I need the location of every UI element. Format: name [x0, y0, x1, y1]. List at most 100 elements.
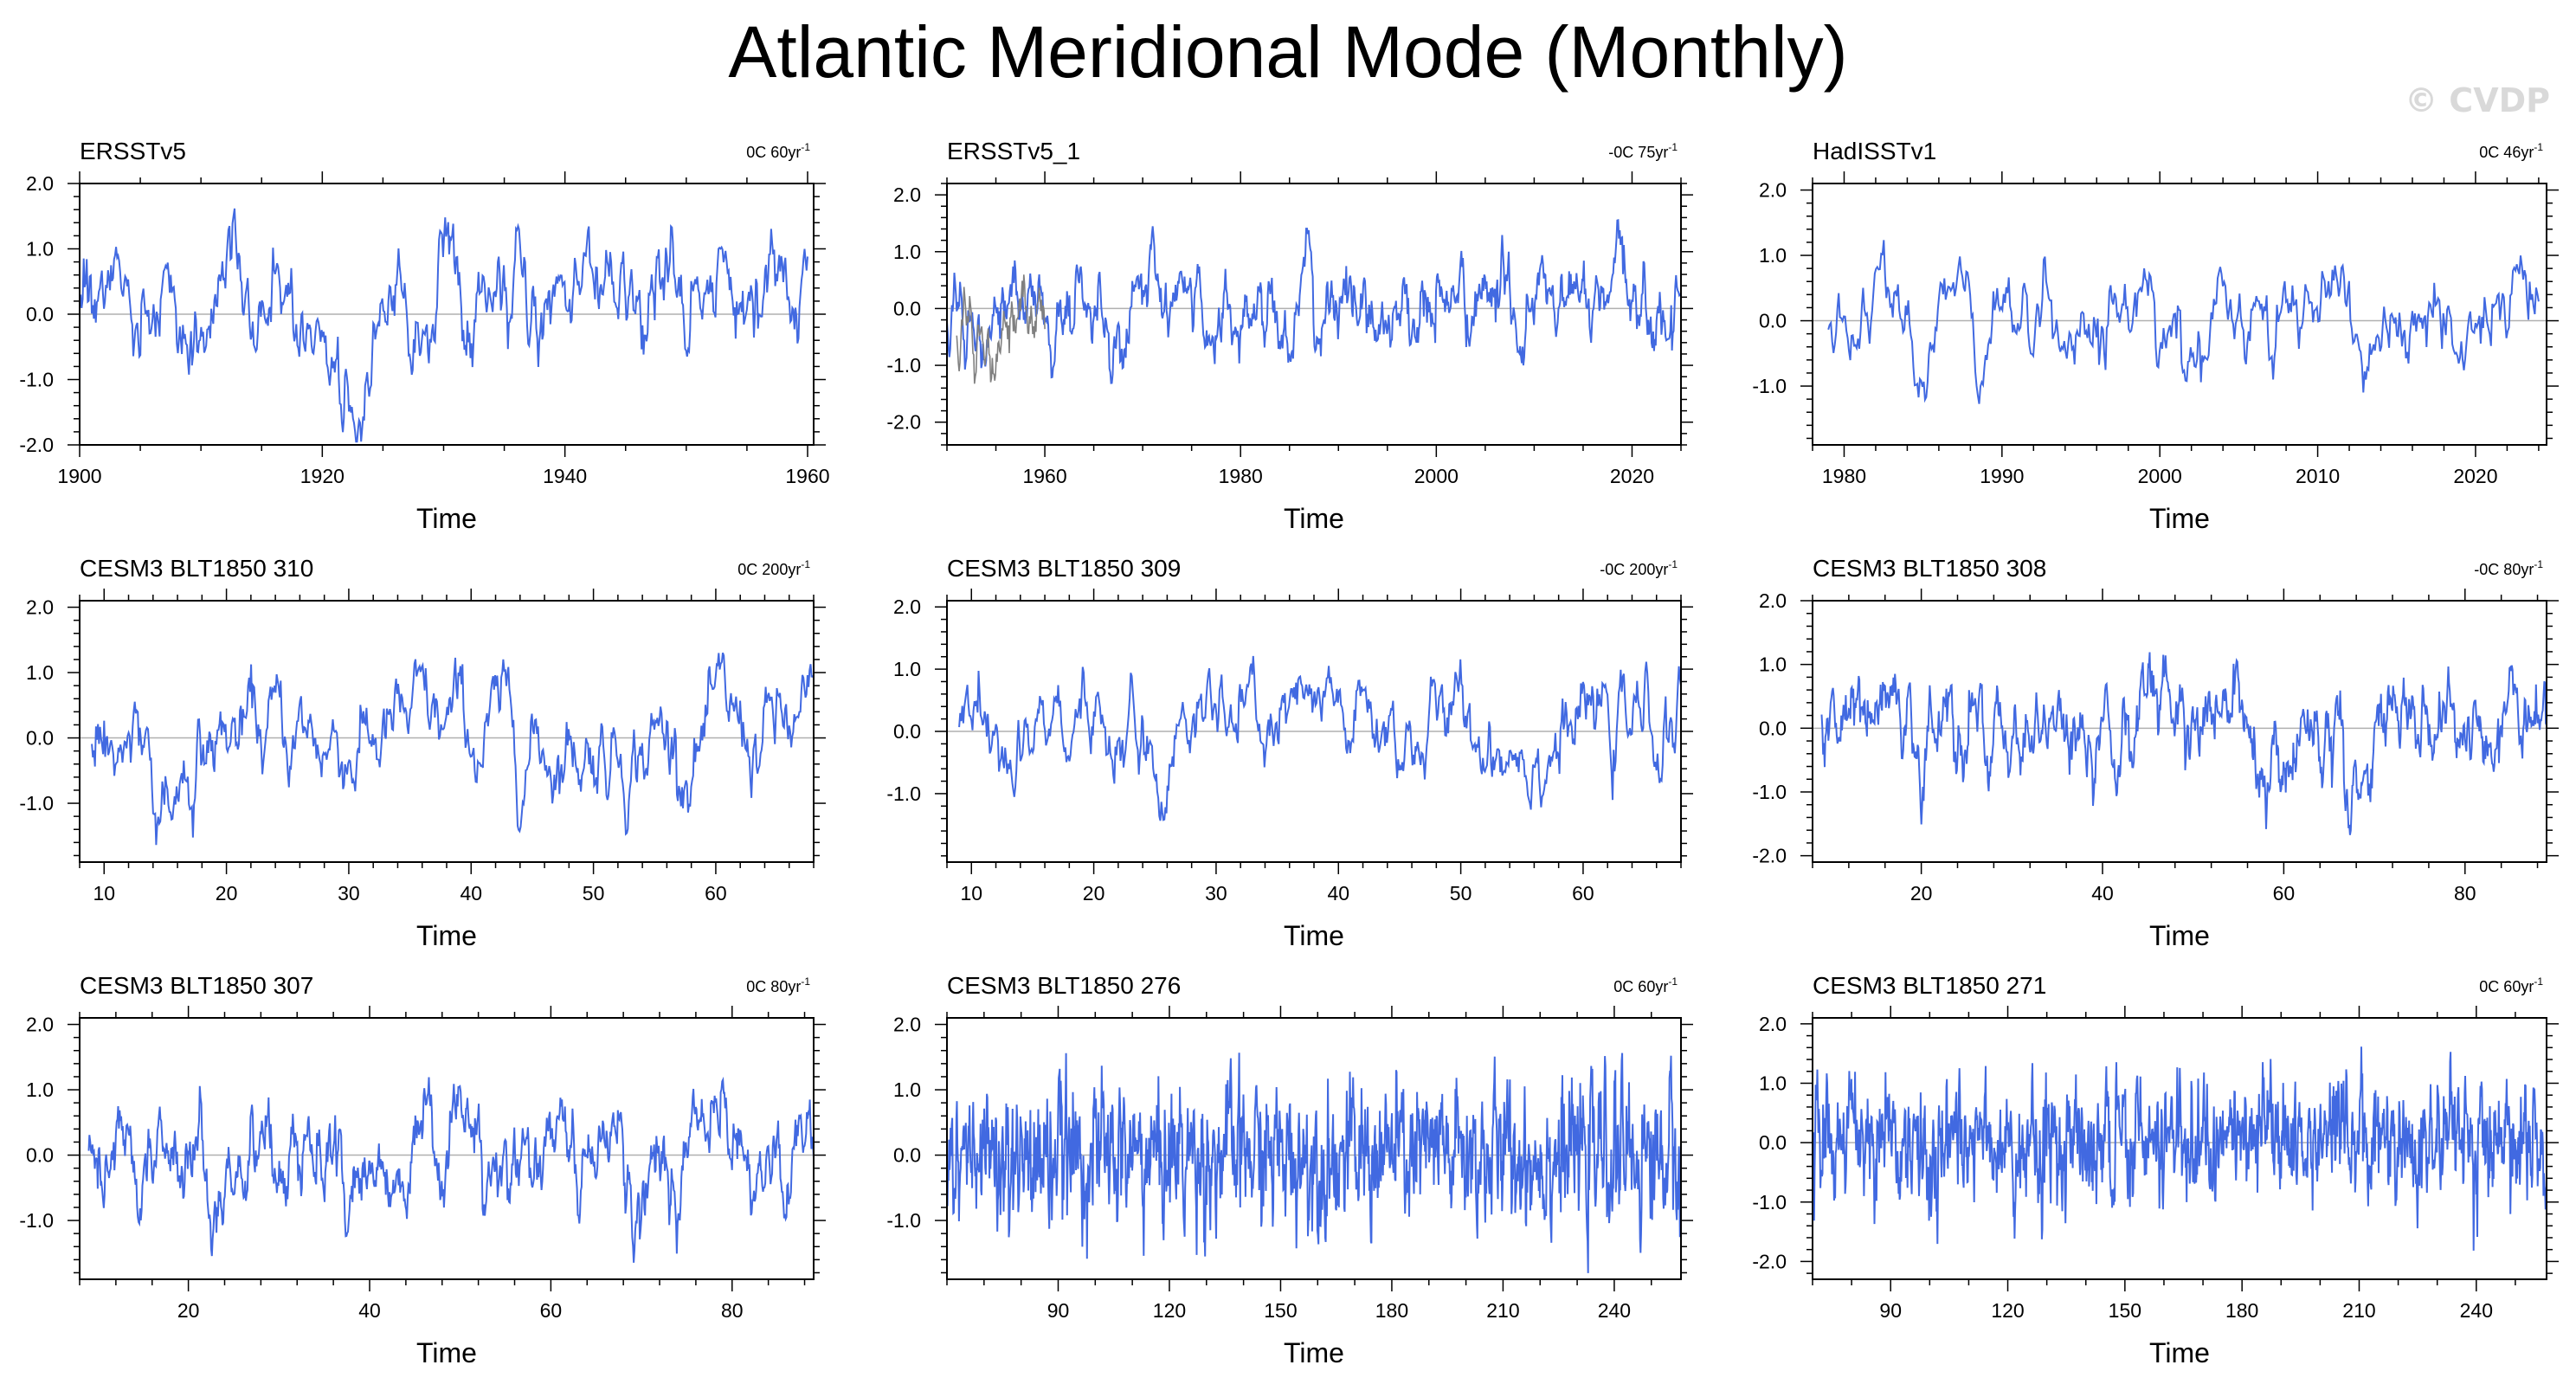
x-tick-label: 1940 — [543, 465, 587, 487]
x-tick-label: 50 — [1450, 882, 1472, 905]
x-tick-label: 120 — [1991, 1299, 2024, 1322]
y-tick-label: -1.0 — [886, 354, 921, 377]
trend-annotation: 0C 80yr-1 — [746, 975, 810, 995]
y-tick-label: 1.0 — [893, 241, 921, 263]
y-tick-label: -1.0 — [1752, 781, 1787, 803]
y-tick-label: 0.0 — [893, 297, 921, 319]
x-tick-label: 1920 — [300, 465, 345, 487]
y-tick-label: -1.0 — [886, 1209, 921, 1232]
x-tick-label: 2000 — [1414, 465, 1459, 487]
x-tick-label: 1960 — [785, 465, 829, 487]
series-line-hadisstv1 — [1827, 240, 2540, 404]
x-tick-label: 240 — [1598, 1299, 1631, 1322]
x-tick-label: 90 — [1879, 1299, 1902, 1322]
y-tick-label: 1.0 — [1759, 244, 1787, 267]
panel-title: ERSSTv5_1 — [947, 138, 1080, 164]
y-tick-label: -1.0 — [19, 792, 54, 814]
x-axis-label: Time — [1284, 1337, 1344, 1368]
y-tick-label: 2.0 — [1759, 589, 1787, 612]
panel-title: CESM3 BLT1850 307 — [80, 972, 313, 999]
panel-8: 90 120 150 180 210 240 -1.0 0.0 1.0 2.0 CESM3 BLT1… — [886, 972, 1693, 1368]
y-tick-label: 1.0 — [1759, 653, 1787, 676]
y-tick-label: 1.0 — [1759, 1072, 1787, 1095]
y-tick-label: -1.0 — [19, 1209, 54, 1232]
x-tick-label: 120 — [1153, 1299, 1186, 1322]
y-tick-label: 1.0 — [26, 238, 54, 261]
x-tick-label: 150 — [1264, 1299, 1297, 1322]
x-tick-label: 240 — [2460, 1299, 2493, 1322]
y-tick-label: 2.0 — [26, 1014, 54, 1036]
cvdp-watermark: © CVDP — [2405, 81, 2550, 119]
trend-annotation: 0C 60yr-1 — [746, 141, 810, 161]
x-tick-label: 1960 — [1022, 465, 1066, 487]
y-tick-label: 1.0 — [893, 658, 921, 680]
series-line-cesm3-blt1850-271 — [1812, 1046, 2547, 1251]
y-tick-label: -1.0 — [1752, 375, 1787, 397]
plot-frame — [946, 183, 1682, 446]
trend-annotation: -0C 80yr-1 — [2474, 558, 2543, 578]
x-tick-label: 180 — [1375, 1299, 1408, 1322]
panel-title: CESM3 BLT1850 309 — [947, 555, 1181, 582]
panel-7: 20 40 60 80 -1.0 0.0 1.0 2.0 CESM3 BLT1850 307 0C… — [19, 972, 826, 1368]
x-tick-label: 30 — [1205, 882, 1227, 905]
y-tick-label: 2.0 — [893, 595, 921, 618]
series-line-cesm3-blt1850-307 — [87, 1076, 815, 1263]
series-line-overlay — [956, 274, 1046, 384]
y-tick-label: 0.0 — [893, 1144, 921, 1167]
x-tick-label: 2020 — [2453, 465, 2497, 487]
plot-frame — [1812, 1017, 2547, 1280]
y-tick-label: 0.0 — [893, 720, 921, 743]
series-line-ersstv5 — [79, 208, 808, 443]
trend-annotation: 0C 60yr-1 — [1613, 975, 1678, 995]
y-tick-label: -1.0 — [886, 782, 921, 805]
y-tick-label: -2.0 — [1752, 845, 1787, 867]
panel-6: 20 40 60 80 -2.0 -1.0 0.0 1.0 2.0 CESM3 BLT1850 3… — [1752, 555, 2559, 951]
panel-5: 10 20 30 40 50 60 -1.0 0.0 1.0 2.0 CESM3 BLT1850 3… — [886, 555, 1693, 951]
x-tick-label: 10 — [960, 882, 982, 905]
panel-title: ERSSTv5 — [80, 138, 186, 164]
y-tick-label: 0.0 — [1759, 717, 1787, 739]
trend-annotation: 0C 60yr-1 — [2479, 975, 2543, 995]
x-tick-label: 2000 — [2138, 465, 2182, 487]
x-tick-label: 90 — [1047, 1299, 1070, 1322]
panel-1: 1900 1920 1940 1960 -2.0 -1.0 0.0 1.0 2.0 ERSSTv5… — [19, 138, 829, 534]
x-axis-label: Time — [2149, 920, 2210, 951]
x-axis-label: Time — [416, 920, 477, 951]
panel-2: 1960 1980 2000 2020 -2.0 -1.0 0.0 1.0 2.0 ERSSTv5… — [886, 138, 1693, 534]
x-tick-label: 40 — [2091, 882, 2114, 905]
trend-annotation: 0C 46yr-1 — [2479, 141, 2543, 161]
y-tick-label: 2.0 — [1759, 179, 1787, 202]
y-tick-label: -2.0 — [19, 434, 54, 456]
panel-title: CESM3 BLT1850 308 — [1813, 555, 2046, 582]
x-tick-label: 60 — [2273, 882, 2296, 905]
y-tick-label: 2.0 — [1759, 1013, 1787, 1035]
x-tick-label: 20 — [1910, 882, 1933, 905]
y-tick-label: 0.0 — [1759, 310, 1787, 332]
x-tick-label: 40 — [1327, 882, 1349, 905]
series-line-cesm3-blt1850-276 — [946, 1053, 1682, 1273]
y-tick-label: -1.0 — [19, 369, 54, 391]
x-tick-label: 60 — [705, 882, 727, 905]
panel-title: HadISSTv1 — [1813, 138, 1936, 164]
trend-annotation: 0C 200yr-1 — [737, 558, 810, 578]
trend-annotation: -0C 75yr-1 — [1608, 141, 1678, 161]
plot-frame — [1812, 600, 2547, 863]
x-axis-label: Time — [1284, 920, 1344, 951]
y-tick-label: 1.0 — [893, 1078, 921, 1101]
x-tick-label: 20 — [216, 882, 238, 905]
y-tick-label: 2.0 — [893, 183, 921, 206]
y-tick-label: 0.0 — [26, 727, 54, 750]
x-axis-label: Time — [2149, 1337, 2210, 1368]
y-tick-label: -2.0 — [1752, 1250, 1787, 1272]
x-tick-label: 1980 — [1822, 465, 1866, 487]
x-tick-label: 10 — [93, 882, 115, 905]
series-line-cesm3-blt1850-309 — [958, 655, 1682, 821]
plot-frame — [1812, 183, 2547, 446]
figure-title: Atlantic Meridional Mode (Monthly) — [728, 11, 1848, 93]
panel-title: CESM3 BLT1850 276 — [947, 972, 1181, 999]
x-tick-label: 50 — [583, 882, 605, 905]
y-tick-label: -1.0 — [1752, 1191, 1787, 1214]
x-tick-label: 60 — [1572, 882, 1594, 905]
x-tick-label: 180 — [2225, 1299, 2258, 1322]
